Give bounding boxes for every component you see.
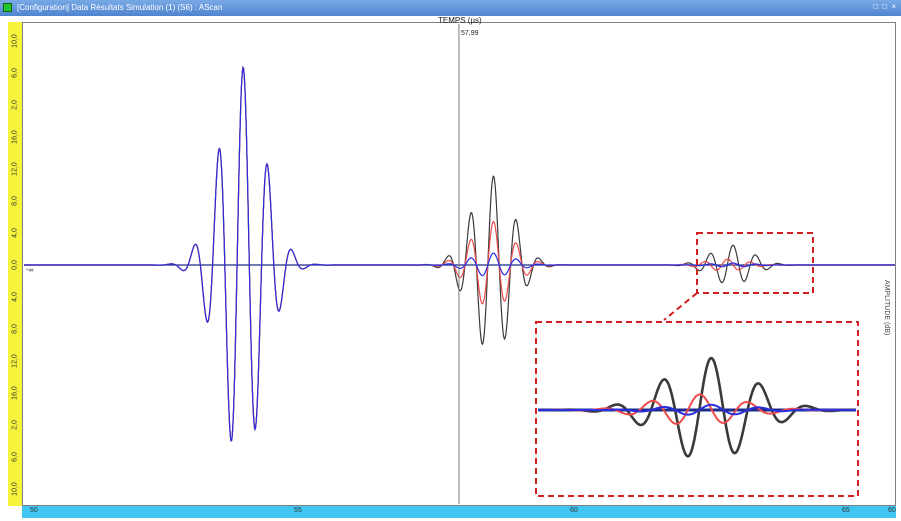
x-tick-label: 60: [570, 507, 578, 514]
time-ruler[interactable]: 50 55 60 65 60: [22, 506, 896, 518]
x-tick-label: 55: [294, 507, 302, 514]
zoom-source-box: [696, 232, 814, 294]
cursor-value-label: 57,99: [461, 30, 479, 37]
axis-title: TEMPS (µs): [438, 16, 482, 25]
amplitude-ruler[interactable]: 10,0 6,0 2,0 16,0 12,0 8,0 4,0 0,0 4,0 8,0 12,0 16,…: [8, 22, 22, 506]
window-controls[interactable]: □ □ ×: [873, 2, 897, 11]
x-tick-label: 60: [888, 507, 896, 514]
app-icon: [3, 3, 12, 12]
x-tick-label: 65: [842, 507, 850, 514]
zoom-connector: [663, 292, 698, 321]
window-titlebar: [Configuration] Data Résultats Simulatio…: [0, 0, 901, 16]
inset-series-line-0: [538, 356, 856, 458]
inset-series-line-2: [538, 403, 856, 416]
window-title: [Configuration] Data Résultats Simulatio…: [17, 3, 223, 12]
x-tick-label: 50: [30, 507, 38, 514]
left-marker-label: -∞: [26, 267, 34, 274]
